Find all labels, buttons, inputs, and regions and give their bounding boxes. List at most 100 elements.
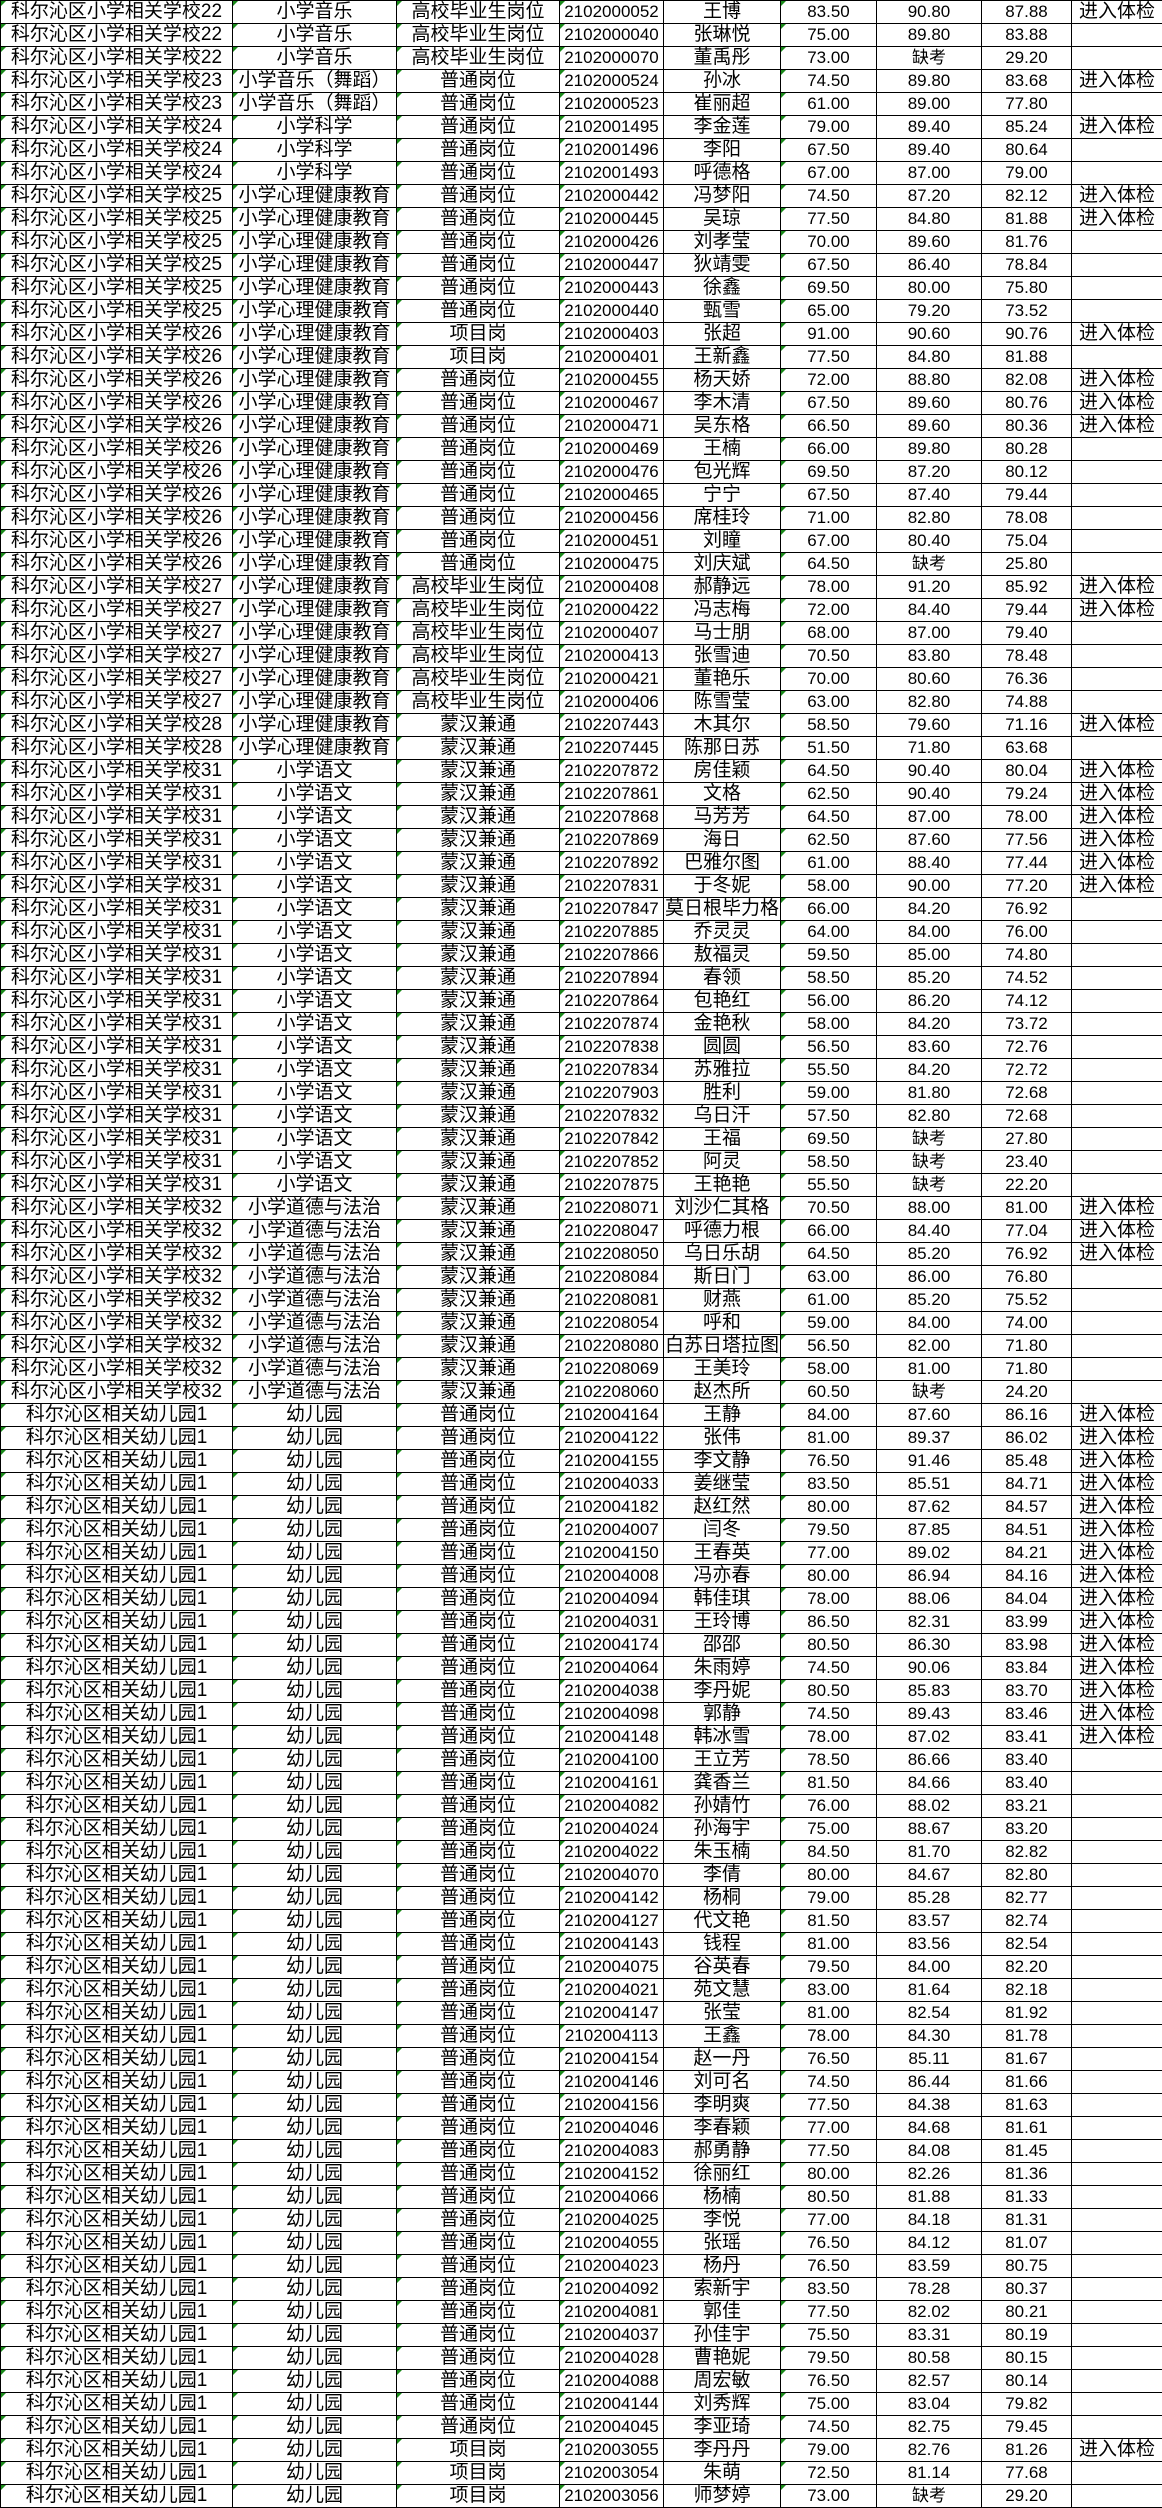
candidate-name-cell[interactable]: 邵邵 xyxy=(663,1633,781,1657)
written-score-cell[interactable]: 79.50 xyxy=(780,1955,877,1979)
exam-id-cell[interactable]: 2102004152 xyxy=(559,2162,664,2186)
subject-cell[interactable]: 小学心理健康教育 xyxy=(232,230,397,254)
school-cell[interactable]: 科尔沁区相关幼儿园1 xyxy=(0,2415,233,2439)
exam-id-cell[interactable]: 2102207872 xyxy=(559,759,664,783)
post-type-cell[interactable]: 普通岗位 xyxy=(396,1932,560,1956)
post-type-cell[interactable]: 普通岗位 xyxy=(396,1725,560,1749)
candidate-name-cell[interactable]: 孙佳宇 xyxy=(663,2323,781,2347)
interview-score-cell[interactable]: 84.40 xyxy=(876,1219,982,1243)
status-cell[interactable] xyxy=(1071,920,1162,944)
subject-cell[interactable]: 幼儿园 xyxy=(232,1978,397,2002)
status-cell[interactable]: 进入体检 xyxy=(1071,1449,1162,1473)
written-score-cell[interactable]: 60.50 xyxy=(780,1380,877,1404)
post-type-cell[interactable]: 蒙汉兼通 xyxy=(396,713,560,737)
subject-cell[interactable]: 幼儿园 xyxy=(232,1679,397,1703)
school-cell[interactable]: 科尔沁区小学相关学校31 xyxy=(0,805,233,829)
interview-score-cell[interactable]: 90.40 xyxy=(876,759,982,783)
candidate-name-cell[interactable]: 刘庆斌 xyxy=(663,552,781,576)
interview-score-cell[interactable]: 87.85 xyxy=(876,1518,982,1542)
interview-score-cell[interactable]: 90.80 xyxy=(876,0,982,24)
candidate-name-cell[interactable]: 姜继莹 xyxy=(663,1472,781,1496)
school-cell[interactable]: 科尔沁区小学相关学校32 xyxy=(0,1357,233,1381)
total-score-cell[interactable]: 75.52 xyxy=(981,1288,1072,1312)
subject-cell[interactable]: 幼儿园 xyxy=(232,1748,397,1772)
subject-cell[interactable]: 幼儿园 xyxy=(232,1702,397,1726)
status-cell[interactable] xyxy=(1071,1771,1162,1795)
interview-score-cell[interactable]: 83.31 xyxy=(876,2323,982,2347)
status-cell[interactable] xyxy=(1071,2208,1162,2232)
written-score-cell[interactable]: 79.50 xyxy=(780,1518,877,1542)
total-score-cell[interactable]: 27.80 xyxy=(981,1127,1072,1151)
interview-score-cell[interactable]: 82.80 xyxy=(876,690,982,714)
total-score-cell[interactable]: 83.41 xyxy=(981,1725,1072,1749)
exam-id-cell[interactable]: 2102000440 xyxy=(559,299,664,323)
exam-id-cell[interactable]: 2102208069 xyxy=(559,1357,664,1381)
interview-score-cell[interactable]: 84.38 xyxy=(876,2093,982,2117)
written-score-cell[interactable]: 76.00 xyxy=(780,1794,877,1818)
post-type-cell[interactable]: 普通岗位 xyxy=(396,483,560,507)
post-type-cell[interactable]: 普通岗位 xyxy=(396,276,560,300)
exam-id-cell[interactable]: 2102000469 xyxy=(559,437,664,461)
candidate-name-cell[interactable]: 甄雪 xyxy=(663,299,781,323)
subject-cell[interactable]: 小学音乐 xyxy=(232,0,397,24)
school-cell[interactable]: 科尔沁区相关幼儿园1 xyxy=(0,2001,233,2025)
candidate-name-cell[interactable]: 狄靖雯 xyxy=(663,253,781,277)
school-cell[interactable]: 科尔沁区相关幼儿园1 xyxy=(0,2254,233,2278)
candidate-name-cell[interactable]: 陈雪莹 xyxy=(663,690,781,714)
interview-score-cell[interactable]: 87.40 xyxy=(876,483,982,507)
total-score-cell[interactable]: 77.56 xyxy=(981,828,1072,852)
post-type-cell[interactable]: 高校毕业生岗位 xyxy=(396,598,560,622)
written-score-cell[interactable]: 79.00 xyxy=(780,115,877,139)
exam-id-cell[interactable]: 2102207832 xyxy=(559,1104,664,1128)
status-cell[interactable] xyxy=(1071,2415,1162,2439)
total-score-cell[interactable]: 85.24 xyxy=(981,115,1072,139)
subject-cell[interactable]: 幼儿园 xyxy=(232,1932,397,1956)
total-score-cell[interactable]: 74.00 xyxy=(981,1311,1072,1335)
school-cell[interactable]: 科尔沁区小学相关学校23 xyxy=(0,92,233,116)
written-score-cell[interactable]: 65.00 xyxy=(780,299,877,323)
interview-score-cell[interactable]: 缺考 xyxy=(876,1173,982,1197)
interview-score-cell[interactable]: 88.80 xyxy=(876,368,982,392)
post-type-cell[interactable]: 普通岗位 xyxy=(396,1702,560,1726)
status-cell[interactable] xyxy=(1071,1012,1162,1036)
subject-cell[interactable]: 幼儿园 xyxy=(232,2484,397,2508)
post-type-cell[interactable]: 项目岗 xyxy=(396,2484,560,2508)
candidate-name-cell[interactable]: 冯梦阳 xyxy=(663,184,781,208)
written-score-cell[interactable]: 61.00 xyxy=(780,92,877,116)
candidate-name-cell[interactable]: 郝静远 xyxy=(663,575,781,599)
school-cell[interactable]: 科尔沁区小学相关学校31 xyxy=(0,1127,233,1151)
exam-id-cell[interactable]: 2102004008 xyxy=(559,1564,664,1588)
interview-score-cell[interactable]: 85.20 xyxy=(876,966,982,990)
status-cell[interactable] xyxy=(1071,621,1162,645)
subject-cell[interactable]: 幼儿园 xyxy=(232,1955,397,1979)
written-score-cell[interactable]: 58.50 xyxy=(780,1150,877,1174)
exam-id-cell[interactable]: 2102004031 xyxy=(559,1610,664,1634)
interview-score-cell[interactable]: 84.20 xyxy=(876,1012,982,1036)
status-cell[interactable] xyxy=(1071,690,1162,714)
status-cell[interactable] xyxy=(1071,460,1162,484)
school-cell[interactable]: 科尔沁区相关幼儿园1 xyxy=(0,1426,233,1450)
candidate-name-cell[interactable]: 孙海宇 xyxy=(663,1817,781,1841)
total-score-cell[interactable]: 74.12 xyxy=(981,989,1072,1013)
status-cell[interactable]: 进入体检 xyxy=(1071,759,1162,783)
school-cell[interactable]: 科尔沁区相关幼儿园1 xyxy=(0,1679,233,1703)
candidate-name-cell[interactable]: 房佳颖 xyxy=(663,759,781,783)
written-score-cell[interactable]: 76.50 xyxy=(780,2254,877,2278)
total-score-cell[interactable]: 81.67 xyxy=(981,2047,1072,2071)
post-type-cell[interactable]: 普通岗位 xyxy=(396,1564,560,1588)
subject-cell[interactable]: 幼儿园 xyxy=(232,1863,397,1887)
post-type-cell[interactable]: 普通岗位 xyxy=(396,1909,560,1933)
written-score-cell[interactable]: 81.50 xyxy=(780,1909,877,1933)
exam-id-cell[interactable]: 2102207834 xyxy=(559,1058,664,1082)
written-score-cell[interactable]: 69.50 xyxy=(780,460,877,484)
status-cell[interactable] xyxy=(1071,1863,1162,1887)
candidate-name-cell[interactable]: 呼和 xyxy=(663,1311,781,1335)
written-score-cell[interactable]: 76.50 xyxy=(780,2369,877,2393)
total-score-cell[interactable]: 71.80 xyxy=(981,1357,1072,1381)
school-cell[interactable]: 科尔沁区相关幼儿园1 xyxy=(0,2461,233,2485)
exam-id-cell[interactable]: 2102208071 xyxy=(559,1196,664,1220)
status-cell[interactable]: 进入体检 xyxy=(1071,115,1162,139)
total-score-cell[interactable]: 77.20 xyxy=(981,874,1072,898)
school-cell[interactable]: 科尔沁区小学相关学校32 xyxy=(0,1334,233,1358)
post-type-cell[interactable]: 蒙汉兼通 xyxy=(396,897,560,921)
